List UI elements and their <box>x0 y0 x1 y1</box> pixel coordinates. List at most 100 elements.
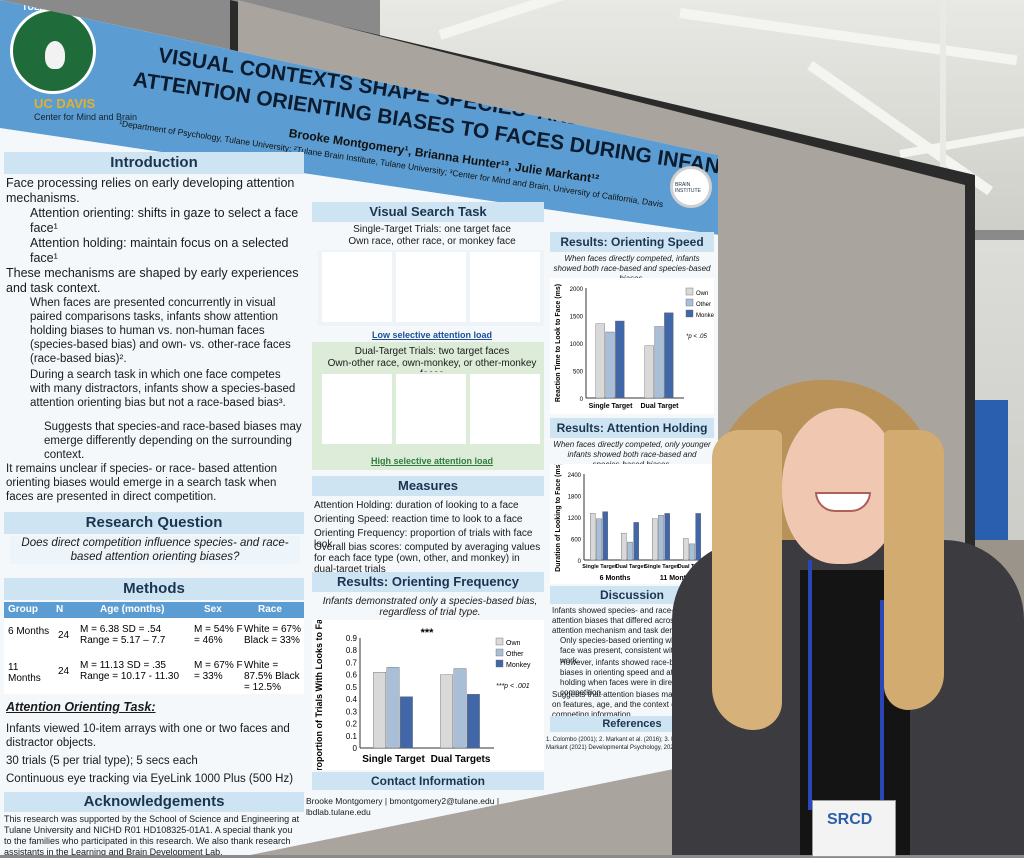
methods-heading: Methods <box>4 578 304 600</box>
chart-background <box>550 464 714 584</box>
y-tick-label: 0.5 <box>346 683 358 692</box>
low-load-label: Low selective attention load <box>371 330 493 340</box>
bar-own <box>595 323 605 399</box>
bar-own <box>373 672 387 749</box>
intro-b1: Attention orienting: shifts in gaze to s… <box>30 206 299 235</box>
x-tick-label: Single Target <box>589 403 633 410</box>
contact-text: Brooke Montgomery | bmontgomery2@tulane.… <box>306 796 500 817</box>
task-t1: Infants viewed 10-item arrays with one o… <box>6 723 290 749</box>
bar-own <box>620 532 627 561</box>
significance-marker: *** <box>421 627 435 639</box>
x-tick-label: Dual Target <box>616 564 646 570</box>
bar-monkey <box>615 320 625 399</box>
vst-heading: Visual Search Task <box>312 202 544 222</box>
x-tick-label: Dual Target <box>641 403 680 410</box>
y-tick-label: 0.4 <box>346 695 358 704</box>
bar-other <box>386 667 400 749</box>
legend-label: Own <box>696 291 708 297</box>
stimulus-array <box>322 252 392 322</box>
ack-text: This research was supported by the Schoo… <box>4 814 300 857</box>
y-tick-label: 0.2 <box>346 720 358 729</box>
contact-heading: Contact Information <box>312 772 544 790</box>
stimulus-array <box>396 374 466 444</box>
uc-center-label: Center for Mind and Brain <box>34 112 138 122</box>
lanyard <box>808 560 812 810</box>
y-tick-label: 500 <box>573 370 584 376</box>
task-heading: Attention Orienting Task: <box>6 700 156 714</box>
age-group-label: 11 Months <box>660 575 694 582</box>
single-target-stimuli <box>318 250 544 326</box>
hair-right <box>884 430 944 710</box>
measure-4: Overall bias scores: computed by averagi… <box>314 542 541 575</box>
freq-subtitle: Infants demonstrated only a species-base… <box>322 596 538 618</box>
legend-swatch <box>685 287 694 296</box>
measures-heading: Measures <box>312 476 544 496</box>
pipe <box>940 0 946 200</box>
discussion-b1: Only species-based orienting when one fa… <box>560 636 701 665</box>
bar-other <box>453 668 467 749</box>
poster: TULANE UNIVERSITY UC DAVIS Center for Mi… <box>0 0 718 857</box>
bar-own <box>682 538 689 561</box>
bar-own <box>651 518 658 561</box>
task-t3: Continuous eye tracking via EyeLink 1000… <box>6 773 294 785</box>
dual-target-stimuli <box>318 372 544 448</box>
bar-monkey <box>466 694 480 749</box>
y-tick-label: 0 <box>353 744 358 753</box>
discussion-p1: Infants showed species- and race-based a… <box>552 606 712 635</box>
y-tick-label: 0.1 <box>346 732 358 741</box>
y-tick-label: 1200 <box>568 516 582 522</box>
stimulus-array <box>470 374 540 444</box>
uc-davis-logo: UC DAVIS <box>34 96 96 111</box>
table-row: 6 Months 24 M = 6.38 SD = .54 Range = 5.… <box>8 624 301 646</box>
bar-monkey <box>633 522 639 561</box>
y-axis-label: Reaction Time to Look to Face (ms) <box>555 284 562 402</box>
stimulus-array <box>322 374 392 444</box>
rq-text: Does direct competition influence specie… <box>10 536 300 564</box>
tulane-logo <box>10 8 96 94</box>
references-text: 1. Colombo (2001); 2. Markant et al. (20… <box>546 737 695 751</box>
x-tick-label: Dual Targets <box>431 754 491 765</box>
speed-heading: Results: Orienting Speed <box>550 232 714 252</box>
bar-own <box>590 513 596 561</box>
age-group-label: 6 Months <box>600 575 631 582</box>
y-tick-label: 0 <box>578 559 582 565</box>
bar-monkey <box>399 696 413 749</box>
truss-beam <box>438 0 708 40</box>
bar-own <box>440 674 453 749</box>
bar-monkey <box>664 513 670 561</box>
x-tick-label: Single Target <box>362 754 425 765</box>
y-tick-label: 2400 <box>568 473 582 479</box>
legend-label: Monkey <box>696 313 714 319</box>
legend-swatch <box>495 648 504 657</box>
bar-other <box>658 515 664 561</box>
table-header-row: Group N Age (months) Sex Race <box>4 602 304 618</box>
y-tick-label: 0.8 <box>346 646 358 655</box>
discussion-heading: Discussion <box>550 586 714 604</box>
x-tick-label: Single Target <box>644 564 679 570</box>
legend-label: Other <box>696 302 711 308</box>
y-tick-label: 0.6 <box>346 671 358 680</box>
vst-single: Single-Target Trials: one target face <box>353 224 511 235</box>
y-axis-label: Proportion of Trials With Looks to Face <box>314 620 324 770</box>
bar-own <box>644 345 654 399</box>
bar-other <box>627 541 633 561</box>
demographics-table: Group N Age (months) Sex Race 6 Months 2… <box>4 602 304 694</box>
y-tick-label: 600 <box>571 538 582 544</box>
y-tick-label: 1500 <box>570 315 584 321</box>
stimulus-array <box>396 252 466 322</box>
y-tick-label: 0.7 <box>346 658 358 667</box>
lanyard <box>880 600 884 810</box>
x-tick-label: Single Target <box>582 564 617 570</box>
measure-1: Attention Holding: duration of looking t… <box>314 500 519 511</box>
y-tick-label: 2000 <box>570 287 584 293</box>
legend-label: Monkey <box>506 662 531 669</box>
truss-beam <box>679 8 1018 66</box>
intro-b3: When faces are presented concurrently in… <box>30 297 291 365</box>
orienting-frequency-chart: Single Target Dual Targets 0.9 0.8 0.7 0.6 0.5… <box>312 620 544 770</box>
badge-text: SRCD <box>827 811 873 828</box>
intro-p3: It remains unclear if species- or race- … <box>6 463 278 503</box>
measure-2: Orienting Speed: reaction time to look t… <box>314 514 523 525</box>
intro-b5: Suggests that species-and race-based bia… <box>44 421 302 461</box>
holding-heading: Results: Attention Holding <box>550 418 714 438</box>
